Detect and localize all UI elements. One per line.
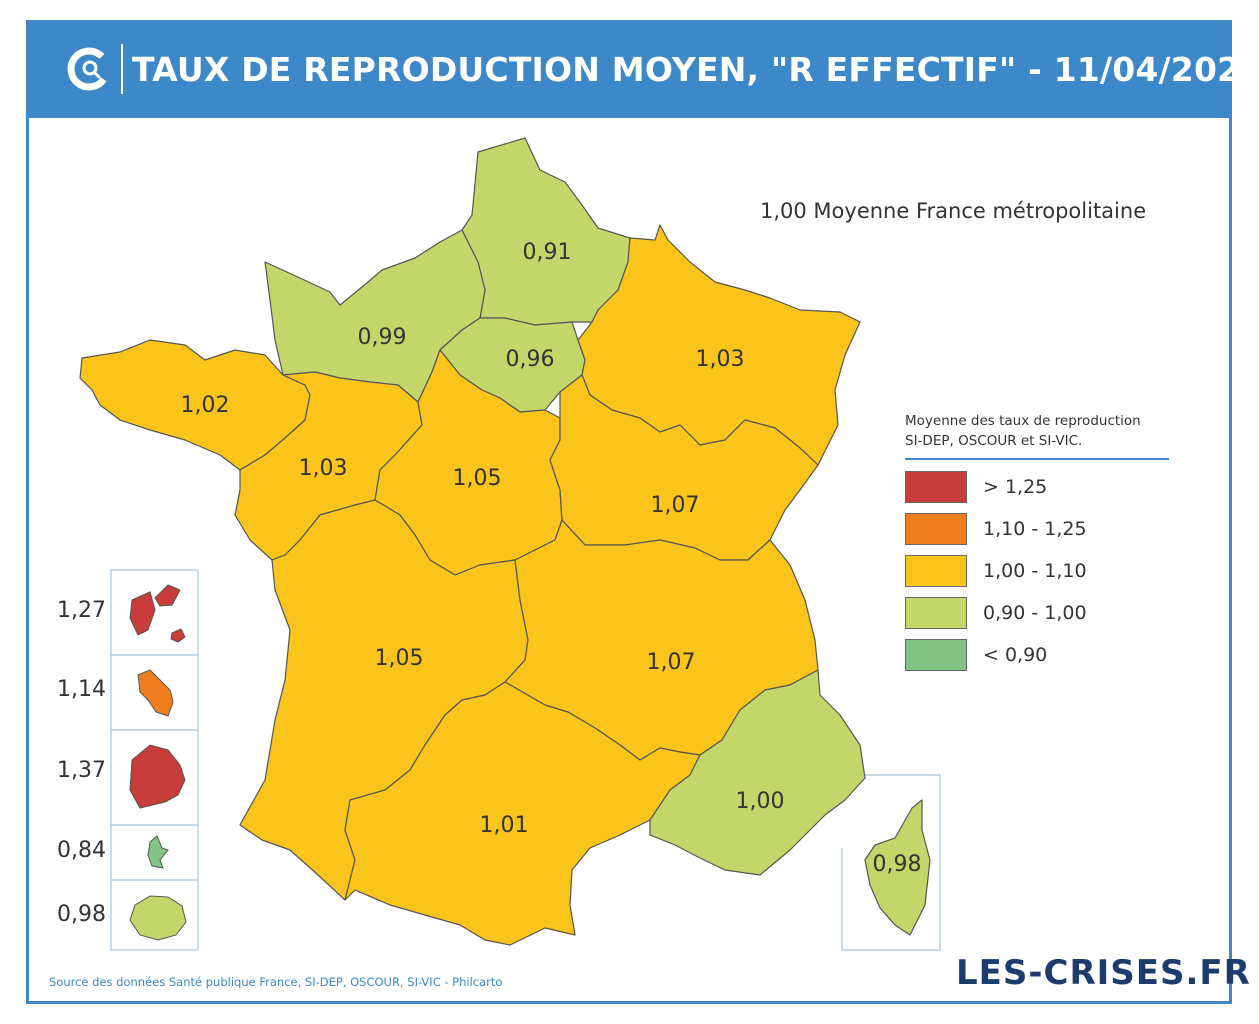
les-crises-logo-icon — [67, 47, 111, 91]
territory-guadeloupe-islet — [170, 628, 186, 643]
legend-swatch — [905, 471, 967, 503]
source-note: Source des données Santé publique France… — [49, 975, 503, 989]
region-value-bourgogne-franche-comte: 1,07 — [651, 493, 700, 518]
region-value-ile-de-france: 0,96 — [506, 347, 555, 372]
legend-label: 0,90 - 1,00 — [983, 602, 1087, 624]
region-value-normandie: 0,99 — [358, 325, 407, 350]
region-value-hauts-de-france: 0,91 — [523, 240, 572, 265]
region-value-centre-val-de-loire: 1,05 — [453, 466, 502, 491]
legend-swatch — [905, 555, 967, 587]
region-value-grand-est: 1,03 — [696, 347, 745, 372]
overseas-value-mayotte: 0,84 — [57, 838, 106, 863]
territory-guadeloupe — [129, 584, 181, 636]
region-bourgogne-franche-comte — [549, 374, 819, 561]
legend-label: 1,00 - 1,10 — [983, 560, 1087, 582]
overseas-value-guyane: 1,37 — [57, 758, 106, 783]
region-value-paca: 1,00 — [736, 789, 785, 814]
page-title: TAUX DE REPRODUCTION MOYEN, "R EFFECTIF"… — [132, 50, 1259, 89]
overseas-value-guadeloupe: 1,27 — [57, 598, 106, 623]
legend-label: < 0,90 — [983, 644, 1048, 666]
region-paca — [649, 669, 866, 876]
legend-title-line-1: Moyenne des taux de reproduction — [905, 413, 1141, 429]
territory-la-reunion — [129, 895, 187, 941]
territory-martinique — [137, 669, 174, 717]
legend-label: 1,10 - 1,25 — [983, 518, 1087, 540]
region-value-auvergne-rhone-alpes: 1,07 — [647, 650, 696, 675]
legend-title-line-2: SI-DEP, OSCOUR et SI-VIC. — [905, 433, 1083, 449]
header-separator — [121, 44, 123, 94]
region-value-bretagne: 1,02 — [181, 393, 230, 418]
legend-label: > 1,25 — [983, 476, 1048, 498]
reunion-inset-box — [110, 879, 199, 951]
corse-inset-frame — [841, 774, 941, 951]
legend-swatch — [905, 639, 967, 671]
region-value-pays-de-la-loire: 1,03 — [299, 456, 348, 481]
legend-divider — [905, 458, 1169, 460]
territory-guyane — [129, 744, 186, 809]
region-hauts-de-france — [461, 137, 631, 326]
header-bar — [26, 20, 1232, 118]
legend-title: Moyenne des taux de reproduction SI-DEP,… — [905, 411, 1141, 451]
legend-swatch — [905, 513, 967, 545]
national-average-label: 1,00 Moyenne France métropolitaine — [760, 199, 1147, 223]
legend-swatch — [905, 597, 967, 629]
region-value-nouvelle-aquitaine: 1,05 — [375, 646, 424, 671]
territory-mayotte — [147, 835, 169, 869]
overseas-value-martinique: 1,14 — [57, 677, 106, 702]
region-corse — [864, 799, 931, 936]
overseas-value-la-reunion: 0,98 — [57, 902, 106, 927]
brand-logo-text: LES-CRISES.FR — [956, 953, 1251, 993]
region-value-corse: 0,98 — [873, 852, 922, 877]
region-value-occitanie: 1,01 — [480, 813, 529, 838]
